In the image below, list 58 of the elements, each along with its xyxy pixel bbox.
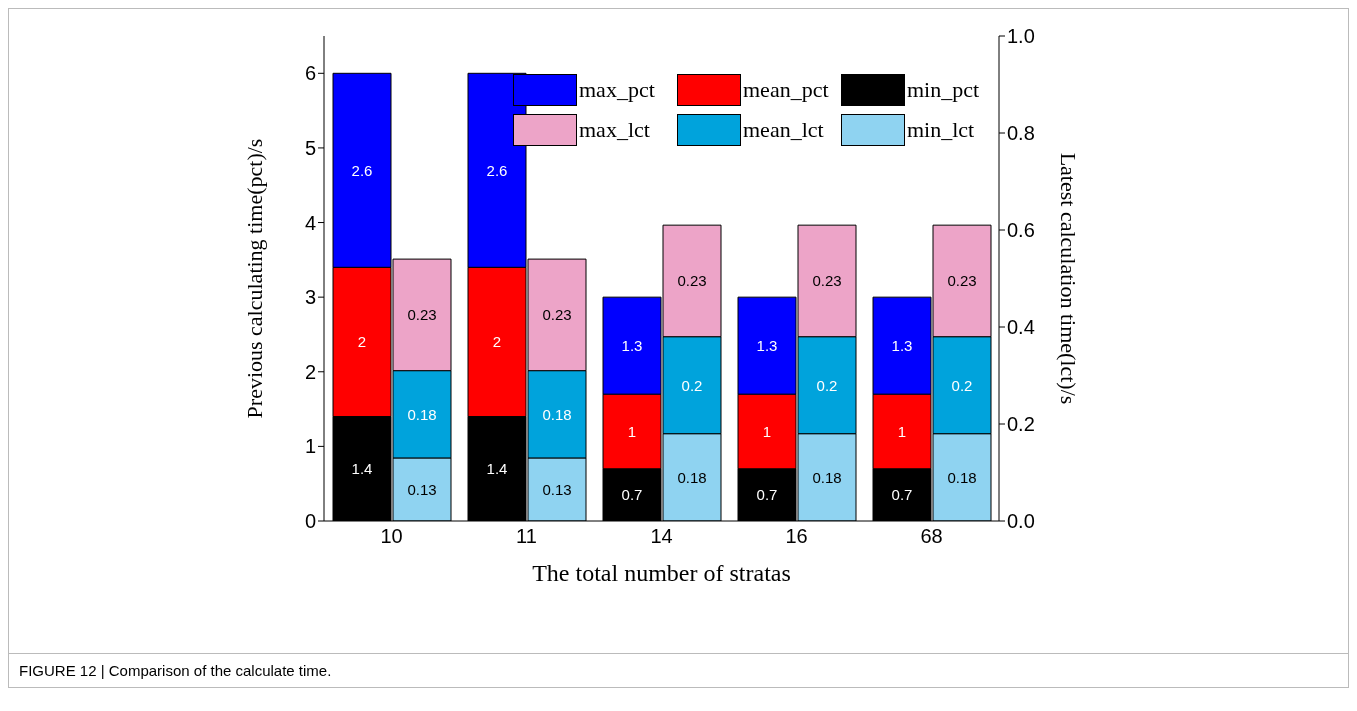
x-tick-label: 10 <box>380 525 403 548</box>
y2-tick-label: 0.2 <box>1007 413 1035 436</box>
x-tick-label: 14 <box>650 525 673 548</box>
y-tick-label: 2 <box>304 360 316 383</box>
data-label: 0.18 <box>947 468 977 486</box>
y-tick-label: 6 <box>304 62 316 85</box>
y2-axis-title: Latest calculation time(lct)/s <box>1056 152 1082 405</box>
data-label: 2 <box>492 333 502 351</box>
data-label: 1 <box>627 422 637 440</box>
data-label: 0.23 <box>947 272 977 290</box>
caption: FIGURE 12 | Comparison of the calculate time. <box>9 653 1348 687</box>
y-tick-label: 5 <box>304 137 316 160</box>
legend-label: min_lct <box>907 117 975 143</box>
y2-tick-label: 0.0 <box>1007 510 1035 533</box>
y2-tick-label: 1.0 <box>1007 25 1035 48</box>
y2-tick-label: 0.4 <box>1007 316 1035 339</box>
data-label: 2.6 <box>351 161 373 179</box>
data-label: 0.7 <box>621 486 643 504</box>
data-label: 0.7 <box>756 486 778 504</box>
data-label: 1.3 <box>756 336 778 354</box>
x-tick-label: 11 <box>516 525 537 548</box>
y2-tick-label: 0.6 <box>1007 219 1035 242</box>
y-tick-label: 4 <box>304 211 316 234</box>
legend-label: mean_pct <box>743 77 829 103</box>
x-axis-title: The total number of stratas <box>532 560 791 586</box>
data-label: 0.18 <box>812 468 842 486</box>
x-tick-label: 16 <box>785 525 808 548</box>
data-label: 2 <box>357 333 367 351</box>
data-label: 1.4 <box>486 460 508 478</box>
y-axis-title: Previous calculating time(pct)/s <box>241 138 267 419</box>
data-label: 0.2 <box>816 376 838 394</box>
data-label: 0.23 <box>677 272 707 290</box>
legend-label: min_pct <box>907 77 980 103</box>
data-label: 0.2 <box>951 376 973 394</box>
data-label: 1 <box>897 422 907 440</box>
data-label: 1 <box>762 422 772 440</box>
data-label: 0.23 <box>812 272 842 290</box>
data-label: 0.23 <box>542 306 572 324</box>
data-label: 0.7 <box>891 486 913 504</box>
y-tick-label: 1 <box>304 435 316 458</box>
data-label: 0.18 <box>407 405 437 423</box>
data-label: 2.6 <box>486 161 508 179</box>
legend-label: max_lct <box>579 117 650 143</box>
data-label: 0.18 <box>542 405 572 423</box>
y2-tick-label: 0.8 <box>1007 122 1035 145</box>
data-label: 0.13 <box>542 480 572 498</box>
data-label: 1.4 <box>351 460 373 478</box>
y-tick-label: 3 <box>304 286 316 309</box>
data-label: 1.3 <box>891 336 913 354</box>
data-label: 0.18 <box>677 468 707 486</box>
legend-label: max_pct <box>579 77 655 103</box>
y-tick-label: 0 <box>304 510 316 533</box>
data-label: 0.13 <box>407 480 437 498</box>
legend-label: mean_lct <box>743 117 824 143</box>
x-tick-label: 68 <box>920 525 943 548</box>
data-label: 1.3 <box>621 336 643 354</box>
data-label: 0.23 <box>407 306 437 324</box>
data-label: 0.2 <box>681 376 703 394</box>
